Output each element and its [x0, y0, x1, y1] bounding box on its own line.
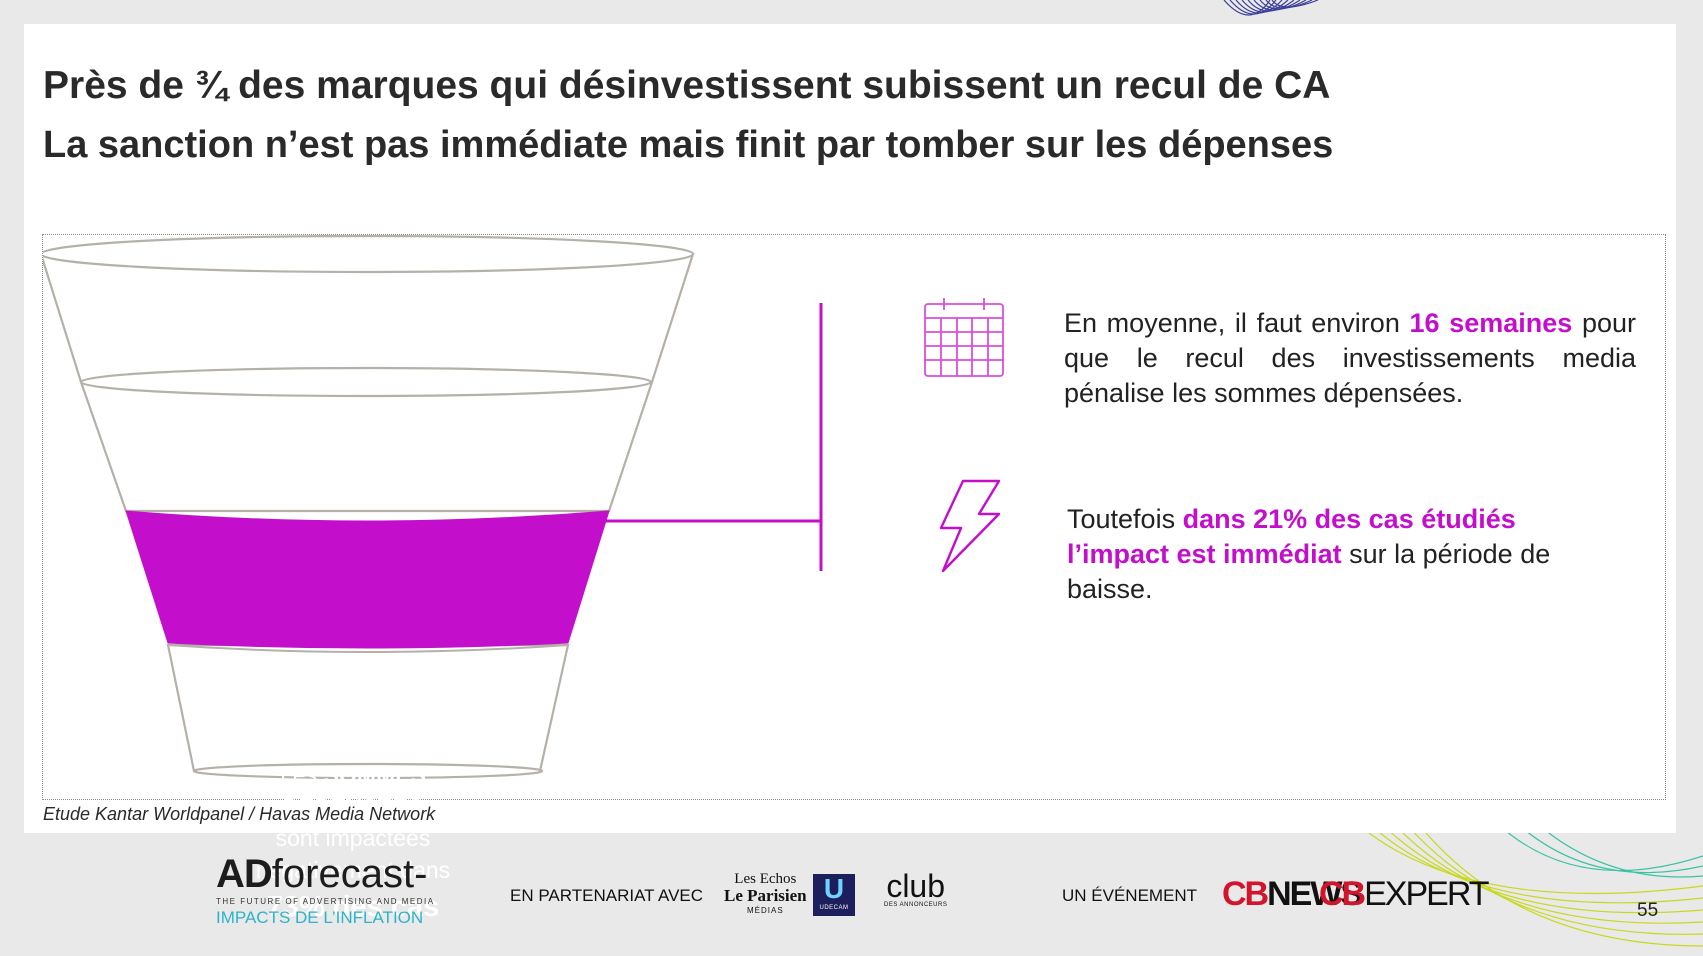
lesechos-leparisien-logo: Les Echos Le Parisien MÉDIAS [724, 872, 807, 915]
insight-2-before: Toutefois [1067, 504, 1183, 534]
udecam-logo: U UDECAM [813, 874, 855, 916]
decorative-lines-top [1223, 0, 1319, 16]
calendar-icon [924, 298, 1004, 377]
adforecast-logo: ADforecast- THE FUTURE OF ADVERTISING AN… [216, 854, 435, 928]
cbnews-logo-mark: CB [1222, 875, 1269, 913]
echos-logo-line1: Les Echos [734, 871, 797, 887]
funnel-diagram [43, 235, 823, 780]
insight-1-after: pour que le recul des investissements me… [1064, 308, 1636, 409]
udecam-logo-mark: U [823, 873, 845, 904]
cbexpert-logo-text: EXPERT [1364, 875, 1489, 913]
funnel-label-stat: 73% des cas [266, 890, 440, 923]
adforecast-tagline: THE FUTURE OF ADVERTISING AND MEDIA [216, 897, 435, 906]
funnel-segment-1 [43, 252, 695, 384]
slide-subtitle: La sanction n’est pas immédiate mais fin… [43, 124, 1334, 166]
insight-1-highlight: 16 semaines [1409, 308, 1573, 338]
funnel-label-strong: SOMMES DÉPENSÉES [282, 762, 426, 820]
funnel-label-line2: sont impactées négativement dans [255, 825, 451, 884]
funnel-highlight-label: Les SOMMES DÉPENSÉES sont impactées néga… [218, 760, 488, 927]
club-logo-line2: DES ANNONCEURS [884, 902, 948, 908]
insight-text-immediate: Toutefois dans 21% des cas étudiés l’imp… [1067, 502, 1607, 607]
source-note: Etude Kantar Worldpanel / Havas Media Ne… [43, 804, 436, 824]
cbnews-logo: CBNEWS [1222, 874, 1363, 914]
lightning-icon [939, 479, 1001, 573]
funnel-rim-2 [79, 366, 653, 398]
adforecast-logo-ad: AD [216, 852, 273, 896]
slide-title: Près de ¾ des marques qui désinvestissen… [43, 64, 1331, 107]
funnel-segment-4 [166, 643, 570, 773]
funnel-segment-highlight [125, 510, 610, 649]
adforecast-logo-forecast: forecast- [271, 852, 428, 896]
funnel-panel: Les SOMMES DÉPENSÉES sont impactées néga… [42, 234, 1666, 923]
funnel-label-prefix: Les [280, 762, 324, 788]
insight-2-after: sur la période de baisse. [1067, 539, 1551, 605]
echos-logo-line2: Le Parisien [724, 886, 807, 905]
club-des-annonceurs-logo: club DES ANNONCEURS [884, 870, 947, 908]
insight-text-weeks: En moyenne, il faut environ 16 semaines … [1064, 306, 1636, 411]
club-logo-line1: club [886, 868, 946, 904]
echos-logo-line3: MÉDIAS [746, 906, 784, 915]
udecam-logo-text: UDECAM [819, 905, 849, 911]
funnel-rim-4 [192, 762, 544, 780]
funnel-segment-2 [79, 380, 654, 513]
insight-1-before: En moyenne, il faut environ [1064, 308, 1410, 338]
adforecast-subtitle: IMPACTS DE L’INFLATION [216, 908, 424, 927]
funnel-rim-1 [43, 235, 695, 274]
cbexpert-logo: CBEXPERT [1319, 874, 1490, 914]
cbexpert-logo-mark: CB [1319, 875, 1366, 913]
decorative-lines-bottom [1359, 826, 1703, 947]
event-label: UN ÉVÉNEMENT [1062, 886, 1198, 905]
partner-label: EN PARTENARIAT AVEC [510, 886, 704, 905]
cbnews-logo-text: NEWS [1267, 875, 1363, 913]
slide: Près de ¾ des marques qui désinvestissen… [24, 24, 1676, 923]
insight-2-highlight: dans 21% des cas étudiés l’impact est im… [1067, 504, 1516, 570]
page-number: 55 [1637, 900, 1659, 921]
